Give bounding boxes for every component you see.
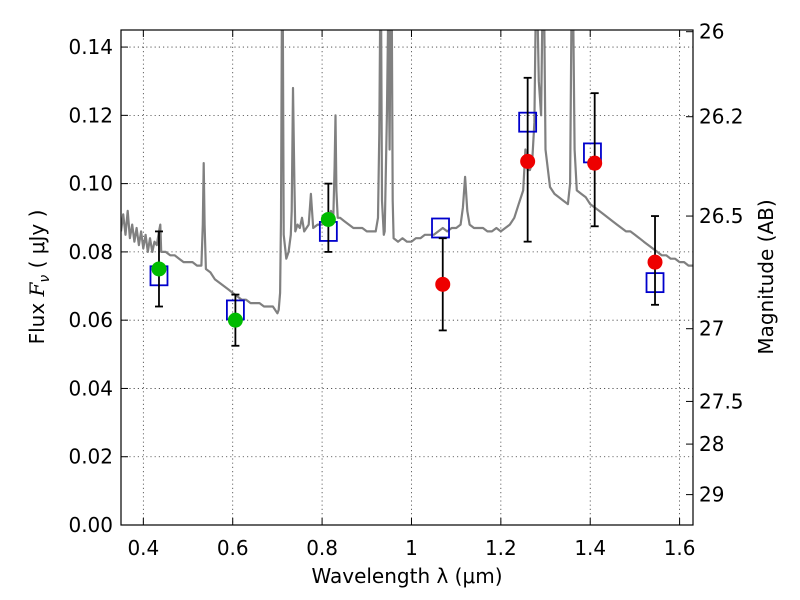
x-tick-label: 0.6 — [217, 536, 249, 560]
y-tick-label: 0.08 — [68, 240, 113, 264]
y2-axis-label: Magnitude (AB) — [754, 199, 778, 354]
y-axis-label-post: ( μJy ) — [25, 210, 49, 275]
y2-tick-label: 27.5 — [699, 389, 744, 413]
error-bars — [151, 76, 663, 347]
spectrum-line — [121, 30, 693, 315]
y2-tick-label: 28 — [699, 432, 724, 456]
observed-point — [647, 254, 663, 270]
y-tick-label: 0.06 — [68, 308, 113, 332]
observed-point — [227, 312, 243, 328]
x-tick-label: 1.6 — [664, 536, 696, 560]
observed-point — [320, 211, 336, 227]
observed-point — [435, 276, 451, 292]
plot-frame — [120, 29, 694, 526]
y-tick-label: 0.00 — [68, 513, 113, 537]
y2-tick-label: 27 — [699, 317, 724, 341]
y-axis-label-sub: ν — [37, 275, 53, 283]
y-axis-label: Flux Fν ( μJy ) — [25, 210, 53, 345]
grid — [121, 30, 693, 526]
x-tick-label: 1.2 — [485, 536, 517, 560]
y-tick-label: 0.10 — [68, 172, 113, 196]
ticks: 0.4 0.6 0.8 1 1.2 1.4 1.6 0.00 0.02 0.04 0.06 0.08 0… — [68, 20, 743, 560]
observed-point — [520, 153, 536, 169]
y-axis-label-var: F — [25, 281, 49, 297]
y2-tick-label: 29 — [699, 483, 724, 507]
x-tick-label: 0.8 — [306, 536, 338, 560]
y-axis-label-pre: Flux — [25, 296, 49, 344]
x-tick-label: 1.4 — [574, 536, 606, 560]
x-tick-label: 1 — [405, 536, 418, 560]
y2-tick-label: 26.5 — [699, 204, 744, 228]
x-tick-label: 0.4 — [127, 536, 159, 560]
x-axis-label: Wavelength λ (μm) — [311, 564, 502, 588]
plot-area — [121, 30, 693, 321]
y-tick-label: 0.12 — [68, 103, 113, 127]
y-tick-label: 0.02 — [68, 445, 113, 469]
y-tick-label: 0.14 — [68, 35, 113, 59]
observed-point — [587, 155, 603, 171]
y-tick-label: 0.04 — [68, 376, 113, 400]
y2-tick-label: 26.2 — [699, 105, 744, 129]
observed-point — [151, 261, 167, 277]
y2-tick-label: 26 — [699, 20, 724, 44]
